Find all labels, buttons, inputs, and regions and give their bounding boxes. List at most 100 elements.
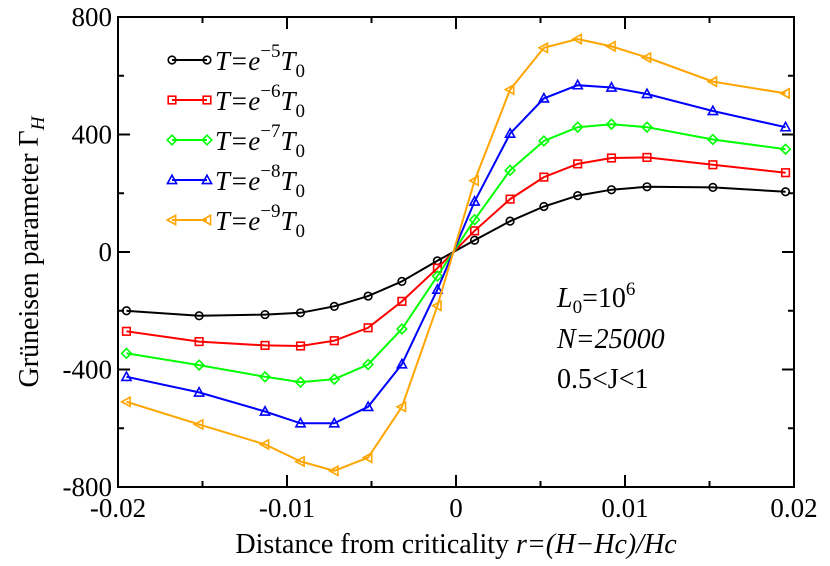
data-point [706,104,719,116]
annotation-l0: L0=106 [556,279,635,318]
data-point [361,451,373,464]
legend-marker [202,95,212,105]
data-point [468,213,481,226]
x-tick-label: 0 [449,493,463,523]
x-tick-label: -0.01 [259,493,315,523]
legend-label: T=e−6T0 [215,81,305,122]
data-point [640,51,652,64]
data-point [329,336,339,346]
data-point [505,216,515,226]
data-point [606,153,617,163]
series-5 [119,33,790,477]
data-point [708,160,718,170]
legend-marker [202,55,212,65]
data-point [120,347,133,360]
axis-tick-labels: -0.02 -0.01 0 0.01 0.02 -800 -400 0 400 800 [63,2,818,523]
data-point [468,174,479,187]
y-axis-label: Grüneisen parameter ΓH [14,115,49,387]
data-point [295,341,306,351]
legend-marker [167,95,177,105]
legend-marker [166,134,178,146]
data-point [573,191,583,201]
y-tick-label: -400 [63,355,113,385]
series-3 [120,118,792,389]
data-point [119,395,131,408]
data-point [193,359,206,372]
data-point [431,270,444,283]
legend-marker [167,55,177,65]
data-point [641,87,653,99]
data-point [362,400,375,412]
legend-item-2: T=e−6T0 [167,81,305,122]
annotation-n: N=25000 [556,324,665,355]
legend-marker [165,214,177,226]
data-point [329,301,339,311]
data-point [780,168,791,178]
data-point [468,195,481,206]
data-point [363,291,373,301]
data-point [260,340,270,351]
data-point [295,308,306,318]
data-point [706,75,718,88]
data-point [537,91,550,103]
x-tick-label: -0.02 [90,493,146,523]
y-tick-label: -800 [63,472,113,502]
data-point [327,464,339,477]
data-point [121,306,132,316]
data-point [430,299,442,312]
data-point [258,438,270,451]
data-point [642,182,652,192]
legend-label: T=e−9T0 [215,201,305,242]
data-point [779,143,792,156]
data-point [260,309,270,320]
data-point [193,385,206,397]
data-point [641,121,653,134]
data-point [192,418,204,431]
x-axis-label: Distance from criticality r=(H−Hc)/Hc [235,529,677,560]
annotation-j: 0.5<J<1 [557,364,648,395]
data-point [395,400,407,413]
series-1 [121,182,791,321]
data-point [328,373,341,386]
legend-label: T=e−5T0 [215,41,305,82]
data-point [537,41,549,54]
data-point [504,164,517,177]
data-point [395,323,408,335]
data-point [395,357,408,369]
data-point [571,78,584,90]
annotations: L0=106 N=25000 0.5<J<1 [556,279,665,395]
data-point [605,118,618,131]
data-point [259,370,271,383]
legend-marker [201,134,213,146]
data-point [504,127,517,139]
data-point [605,81,618,92]
data-point [573,159,583,169]
axis-ticks [117,16,795,488]
data-point [571,121,584,134]
data-point [431,283,444,295]
data-point [708,182,718,192]
legend-marker [200,214,212,226]
legend-marker [166,173,178,185]
data-point [606,185,617,195]
data-point [194,311,204,321]
series-line [126,37,786,472]
legend-label: T=e−8T0 [215,161,305,202]
legend-item-3: T=e−7T0 [166,121,305,162]
data-point [294,455,305,468]
data-point [706,133,719,146]
data-point [503,83,515,96]
data-point [539,201,549,212]
data-point [571,33,583,45]
data-point [259,405,271,416]
data-point [779,87,790,100]
data-point [505,194,515,204]
data-point [469,226,480,236]
data-point [294,416,307,428]
data-point [294,376,307,389]
data-point [397,276,407,286]
data-point [780,187,791,197]
data-point [397,296,407,306]
data-point [120,370,133,382]
